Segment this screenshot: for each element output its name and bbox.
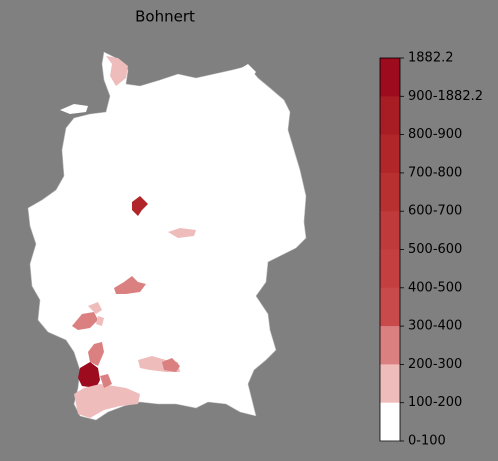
map-title: Bohnert bbox=[135, 8, 195, 26]
region bbox=[96, 316, 104, 326]
colorbar-segment bbox=[380, 211, 400, 250]
colorbar: 1882.2 900-1882.2 800-900 700-800 600-700 500… bbox=[379, 51, 483, 449]
colorbar-label: 600-700 bbox=[408, 204, 462, 219]
colorbar-label: 1882.2 bbox=[408, 51, 454, 66]
colorbar-label: 300-400 bbox=[408, 319, 462, 334]
region bbox=[72, 312, 98, 330]
colorbar-segment bbox=[380, 96, 400, 136]
germany-map bbox=[27, 51, 307, 421]
island bbox=[60, 104, 88, 114]
region bbox=[106, 56, 128, 86]
region bbox=[88, 302, 102, 314]
colorbar-segment bbox=[380, 326, 400, 365]
colorbar-label: 500-600 bbox=[408, 242, 462, 257]
colorbar-label: 100-200 bbox=[408, 395, 462, 410]
region bbox=[88, 342, 104, 366]
colorbar-segment bbox=[380, 287, 400, 327]
island bbox=[238, 64, 256, 80]
colorbar-label: 900-1882.2 bbox=[408, 89, 483, 104]
region bbox=[162, 358, 180, 372]
region bbox=[78, 362, 100, 388]
colorbar-segment bbox=[380, 58, 400, 97]
colorbar-label: 400-500 bbox=[408, 280, 462, 295]
colorbar-segment bbox=[380, 172, 400, 212]
colorbar-segment bbox=[380, 134, 400, 174]
region bbox=[100, 374, 112, 388]
colorbar-label: 800-900 bbox=[408, 127, 462, 142]
region bbox=[132, 196, 148, 216]
region bbox=[74, 384, 140, 418]
colorbar-segment bbox=[380, 364, 400, 404]
region bbox=[168, 228, 196, 238]
region bbox=[114, 276, 146, 294]
country-outline bbox=[27, 51, 307, 421]
colorbar-segment bbox=[380, 249, 400, 289]
colorbar-label: 0-100 bbox=[408, 434, 446, 449]
colorbar-label: 200-300 bbox=[408, 357, 462, 372]
colorbar-segment bbox=[380, 402, 400, 442]
colorbar-label: 700-800 bbox=[408, 165, 462, 180]
